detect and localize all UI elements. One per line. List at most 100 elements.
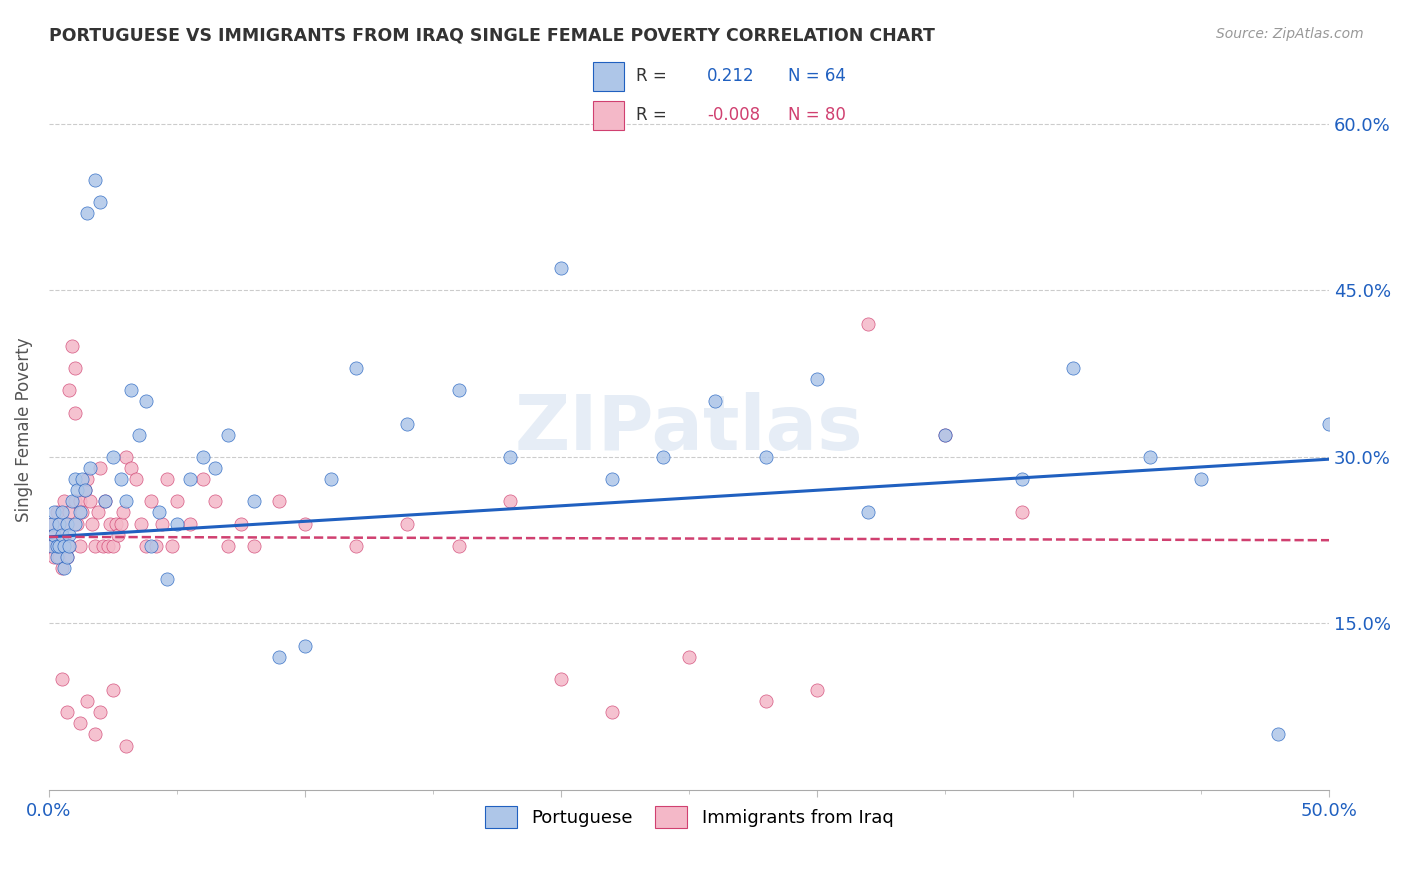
Point	[344, 361, 367, 376]
Point	[41, 516, 63, 531]
Point	[1267, 727, 1289, 741]
Point	[104, 516, 127, 531]
Text: PORTUGUESE VS IMMIGRANTS FROM IRAQ SINGLE FEMALE POVERTY CORRELATION CHART: PORTUGUESE VS IMMIGRANTS FROM IRAQ SINGL…	[49, 27, 935, 45]
Point	[294, 516, 316, 531]
Point	[160, 539, 183, 553]
Point	[73, 483, 96, 498]
Text: N = 64: N = 64	[787, 68, 845, 86]
Point	[72, 472, 94, 486]
Point	[120, 461, 142, 475]
Point	[755, 694, 778, 708]
Point	[45, 506, 67, 520]
Point	[89, 705, 111, 719]
Point	[84, 727, 107, 741]
Point	[56, 549, 79, 564]
Point	[48, 516, 70, 531]
Point	[58, 527, 80, 541]
Text: R =: R =	[636, 106, 666, 124]
Point	[1317, 417, 1340, 431]
Point	[56, 705, 79, 719]
Point	[217, 539, 239, 553]
Point	[499, 450, 522, 464]
Point	[51, 527, 73, 541]
Point	[806, 372, 828, 386]
Point	[97, 539, 120, 553]
Point	[91, 539, 114, 553]
Point	[58, 506, 80, 520]
Point	[319, 472, 342, 486]
Point	[806, 683, 828, 698]
Point	[600, 472, 623, 486]
Point	[101, 683, 124, 698]
Point	[58, 384, 80, 398]
Point	[447, 384, 470, 398]
Point	[166, 516, 188, 531]
Text: N = 80: N = 80	[787, 106, 845, 124]
Point	[45, 539, 67, 553]
FancyBboxPatch shape	[593, 62, 624, 91]
Point	[191, 472, 214, 486]
Point	[294, 639, 316, 653]
Point	[84, 539, 107, 553]
Point	[94, 494, 117, 508]
Text: ZIPatlas: ZIPatlas	[515, 392, 863, 467]
Point	[396, 417, 419, 431]
Point	[166, 494, 188, 508]
Point	[42, 527, 65, 541]
Point	[600, 705, 623, 719]
Point	[101, 539, 124, 553]
Point	[51, 672, 73, 686]
Point	[204, 494, 226, 508]
Point	[53, 494, 76, 508]
Point	[550, 261, 572, 276]
Point	[242, 539, 264, 553]
Point	[73, 483, 96, 498]
Point	[69, 716, 91, 731]
Point	[1189, 472, 1212, 486]
Point	[58, 539, 80, 553]
FancyBboxPatch shape	[593, 101, 624, 130]
Legend: Portuguese, Immigrants from Iraq: Portuguese, Immigrants from Iraq	[478, 798, 901, 835]
Point	[72, 506, 94, 520]
Point	[652, 450, 675, 464]
Point	[86, 506, 108, 520]
Point	[82, 516, 104, 531]
Point	[76, 206, 98, 220]
Point	[48, 516, 70, 531]
Point	[110, 472, 132, 486]
Point	[156, 572, 179, 586]
Point	[344, 539, 367, 553]
Point	[1062, 361, 1084, 376]
Text: 0.212: 0.212	[707, 68, 755, 86]
Point	[242, 494, 264, 508]
Point	[48, 549, 70, 564]
Point	[856, 506, 879, 520]
Point	[56, 549, 79, 564]
Point	[84, 172, 107, 186]
Point	[141, 539, 163, 553]
Point	[79, 461, 101, 475]
Text: R =: R =	[636, 68, 666, 86]
Point	[76, 694, 98, 708]
Point	[191, 450, 214, 464]
Point	[107, 527, 129, 541]
Point	[45, 539, 67, 553]
Point	[550, 672, 572, 686]
Point	[114, 739, 136, 753]
Point	[217, 427, 239, 442]
Point	[69, 506, 91, 520]
Point	[934, 427, 956, 442]
Point	[53, 561, 76, 575]
Point	[269, 649, 291, 664]
Point	[125, 472, 148, 486]
Point	[69, 494, 91, 508]
Point	[51, 506, 73, 520]
Point	[499, 494, 522, 508]
Point	[128, 427, 150, 442]
Point	[114, 494, 136, 508]
Point	[63, 406, 86, 420]
Point	[56, 516, 79, 531]
Point	[45, 549, 67, 564]
Point	[156, 472, 179, 486]
Point	[129, 516, 152, 531]
